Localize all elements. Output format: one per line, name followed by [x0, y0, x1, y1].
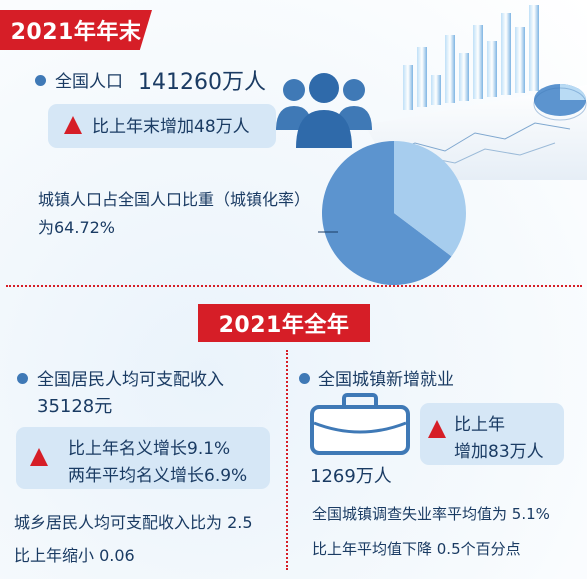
bullet-icon — [17, 373, 28, 384]
urbanization-pie — [318, 141, 466, 285]
pie-slice-urban — [322, 141, 452, 285]
people-icon — [276, 73, 372, 148]
section-header-full-year: 2021年全年 — [198, 304, 370, 342]
up-arrow-icon — [30, 448, 48, 466]
unemployment-line-1: 全国城镇调查失业率平均值为 5.1% — [312, 505, 550, 523]
income-growth-line-1: 比上年名义增长9.1% — [68, 439, 231, 459]
up-arrow-icon — [428, 420, 446, 438]
urbanization-line-1: 城镇人口占全国人口比重（城镇化率） — [38, 190, 311, 209]
employment-change-line-1: 比上年 — [454, 415, 505, 435]
income-label: 全国居民人均可支配收入 — [37, 370, 224, 390]
income-value: 35128元 — [37, 396, 113, 417]
briefcase-icon — [310, 393, 410, 455]
pie-slice-rural — [394, 141, 466, 257]
column-divider — [286, 350, 288, 570]
employment-value: 1269万人 — [310, 466, 392, 487]
urbanization-line-2: 为64.72% — [38, 218, 116, 237]
population-value: 141260万人 — [138, 70, 266, 95]
bullet-icon — [35, 75, 46, 86]
income-ratio-line-1: 城乡居民人均可支配收入比为 2.5 — [14, 513, 253, 532]
up-arrow-icon — [64, 116, 82, 134]
employment-label: 全国城镇新增就业 — [318, 370, 454, 390]
population-increase-text: 比上年末增加48万人 — [92, 117, 250, 137]
income-growth-box — [16, 427, 270, 489]
population-label: 全国人口 — [55, 72, 123, 92]
section-divider — [6, 285, 582, 287]
population-increase-box — [48, 104, 276, 148]
unemployment-line-2: 比上年平均值下降 0.5个百分点 — [312, 540, 521, 558]
bullet-icon — [299, 373, 310, 384]
income-growth-line-2: 两年平均名义增长6.9% — [68, 466, 248, 486]
income-ratio-line-2: 比上年缩小 0.06 — [14, 546, 135, 565]
section-header-year-end: 2021年年末 — [0, 10, 152, 50]
employment-change-line-2: 增加83万人 — [454, 442, 544, 462]
